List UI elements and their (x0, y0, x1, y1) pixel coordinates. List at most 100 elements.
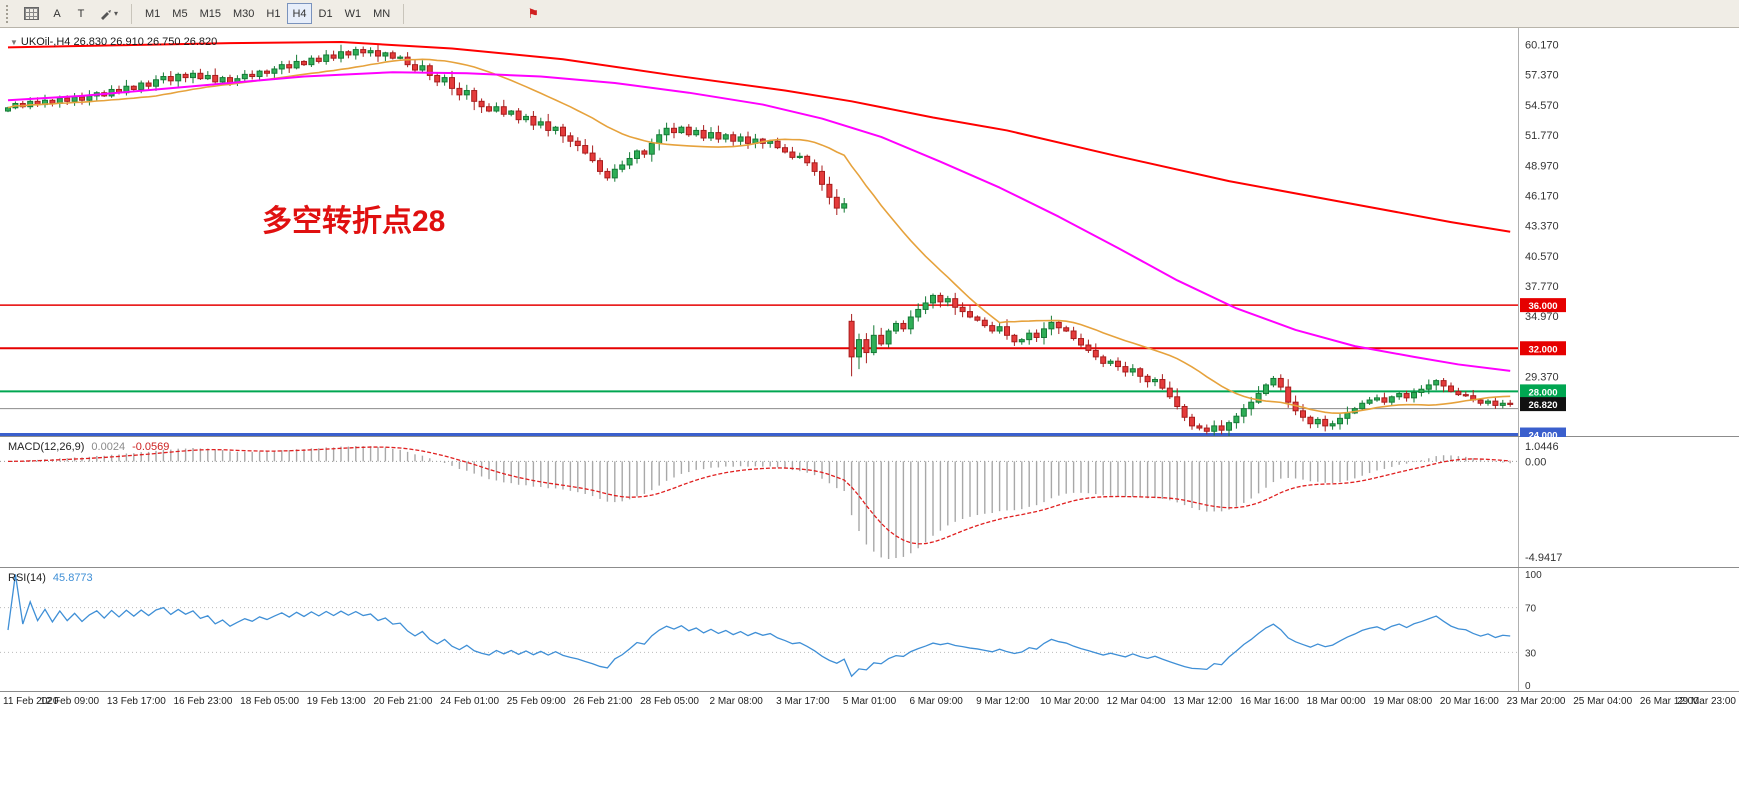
candle (833, 189, 840, 215)
candle (759, 137, 766, 149)
candle (515, 108, 522, 124)
candle (1107, 359, 1114, 366)
time-axis-label: 9 Mar 12:00 (976, 696, 1030, 707)
timeframe-button-m30[interactable]: M30 (228, 3, 259, 24)
macd-value-2: -0.0569 (132, 441, 170, 453)
time-axis-label: 18 Feb 05:00 (240, 696, 300, 707)
symbol-ohlc-text: UKOil-,H4 26.830 26.910 26.750 26.820 (20, 36, 218, 48)
candle (1159, 374, 1166, 390)
toolbar-grip[interactable] (6, 4, 12, 23)
flag-icon: ⚑ (527, 5, 540, 21)
candle (419, 60, 426, 73)
candle (500, 99, 507, 117)
candle (1233, 413, 1240, 429)
time-axis-label: 12 Feb 09:00 (40, 696, 100, 707)
time-axis-label: 28 Feb 05:00 (640, 696, 699, 707)
candle (1181, 404, 1188, 422)
toolbar-separator (131, 3, 133, 24)
timeframe-button-m5[interactable]: M5 (167, 3, 192, 24)
time-axis[interactable]: 11 Feb 2020 12 Feb 09:00 13 Feb 17:00 16 Fe… (0, 692, 1739, 714)
candle (752, 133, 759, 149)
candle (537, 117, 544, 129)
candle (478, 98, 485, 113)
flag-button[interactable]: ⚑ (522, 3, 544, 24)
candle (523, 113, 529, 123)
candle (42, 94, 48, 108)
candle (597, 157, 603, 175)
candle (545, 113, 552, 137)
timeframe-button-w1[interactable]: W1 (340, 3, 367, 24)
candle (1196, 423, 1203, 431)
candle (1388, 395, 1395, 406)
candle (989, 321, 996, 334)
candle (574, 137, 581, 152)
candle (434, 72, 441, 87)
candle (256, 69, 263, 82)
timeframe-button-h1[interactable]: H1 (261, 3, 285, 24)
rsi-label: RSI(14) 45.8773 (8, 572, 93, 584)
candle (967, 305, 973, 319)
candle (508, 109, 515, 117)
candle (1078, 333, 1084, 348)
candle (204, 71, 211, 81)
candle (678, 125, 685, 134)
pen-icon (101, 10, 111, 20)
draw-tools-dropdown[interactable]: ▾ (94, 3, 123, 24)
timeframe-button-m15[interactable]: M15 (195, 3, 226, 24)
candle (1492, 397, 1499, 409)
candle (611, 164, 618, 182)
candle (271, 66, 278, 79)
grid-icon (24, 7, 39, 20)
time-axis-label: 13 Mar 12:00 (1173, 696, 1233, 707)
price-chart-panel[interactable]: 60.170 57.370 54.570 51.770 48.970 46.170 43.3… (0, 28, 1739, 437)
macd-panel[interactable]: 1.0446 0.00 -4.9417 MACD(12,26,9) 0.0024 -0.… (0, 437, 1739, 568)
horizontal-lines-layer[interactable] (0, 304, 1518, 437)
rsi-panel[interactable]: 100 70 30 0 RSI(14) 45.8773 (0, 568, 1739, 692)
candle (708, 127, 714, 141)
candle (878, 327, 885, 347)
time-axis-label: 5 Mar 01:00 (842, 696, 897, 707)
timeframe-button-mn[interactable]: MN (368, 3, 395, 24)
chart-annotation-text[interactable]: 多空转折点28 (262, 205, 446, 238)
timeframe-button-m1[interactable]: M1 (140, 3, 165, 24)
candle (330, 50, 337, 61)
candle (1507, 399, 1514, 407)
candle (944, 295, 951, 307)
candle (930, 293, 936, 309)
text-tool-button[interactable]: T (70, 3, 92, 24)
candle (493, 102, 500, 113)
candle (441, 74, 448, 86)
candle (1026, 329, 1033, 345)
candle (1166, 381, 1173, 400)
candle (308, 55, 315, 67)
price-axis-label: 51.770 (1525, 130, 1559, 142)
chart-label-marker-icon: ▼ (10, 38, 18, 47)
candle (567, 132, 574, 148)
price-tag-28.000: 28.000 (1520, 384, 1566, 399)
chevron-down-icon: ▾ (114, 9, 119, 18)
candle (1322, 415, 1329, 432)
candle (1440, 378, 1447, 393)
candle (619, 160, 626, 173)
time-axis-label: 24 Feb 01:00 (440, 696, 500, 707)
candle (685, 124, 692, 137)
candle (1115, 357, 1121, 371)
grid-button[interactable] (19, 3, 44, 24)
candle (1314, 417, 1321, 428)
candle (552, 125, 559, 135)
time-axis-label: 10 Mar 20:00 (1039, 696, 1099, 707)
candle (301, 60, 307, 67)
candle (1248, 396, 1255, 416)
candle (1381, 392, 1388, 405)
time-axis-label: 11 Feb 2020 (3, 696, 59, 707)
time-axis-label: 12 Mar 04:00 (1106, 696, 1166, 707)
candle (286, 60, 293, 73)
timeframe-button-d1[interactable]: D1 (314, 3, 338, 24)
time-axis-label: 20 Mar 16:00 (1439, 696, 1499, 707)
toolbar-separator (403, 3, 405, 24)
candle (641, 149, 648, 158)
timeframe-button-h4[interactable]: H4 (287, 3, 312, 24)
text-label-button[interactable]: A (46, 3, 68, 24)
candle (49, 98, 56, 107)
price-axis-label: 48.970 (1525, 160, 1559, 172)
